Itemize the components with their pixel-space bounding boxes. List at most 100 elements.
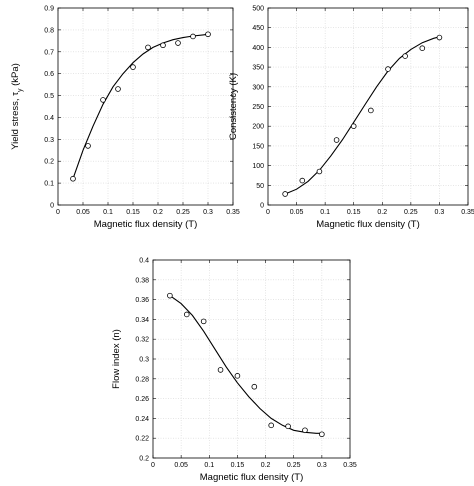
x-tick-label: 0.25	[404, 209, 418, 216]
data-point	[200, 318, 207, 325]
y-tick-label: 0.9	[44, 6, 54, 13]
y-tick-label: 0.7	[44, 49, 54, 56]
y-tick-label: 0.3	[44, 137, 54, 144]
x-tick-label: 0.1	[204, 462, 214, 469]
data-point	[175, 40, 181, 46]
data-point	[419, 45, 426, 51]
y-tick-label: 350	[252, 65, 264, 72]
x-tick-label: 0.05	[174, 462, 188, 469]
y-axis-label: Consistency (K)	[228, 73, 239, 140]
data-point	[385, 66, 391, 72]
x-tick-label: 0.25	[176, 209, 190, 216]
y-tick-label: 0.4	[139, 258, 149, 265]
x-tick-label: 0.3	[203, 209, 213, 216]
y-tick-label: 0	[260, 203, 264, 210]
x-tick-label: 0.2	[153, 209, 163, 216]
chart-consistency: 0 0.05 0.1 0.15 0.2 0.25 0.3 0.35 0 50 100 150 200 25…	[228, 6, 474, 231]
fit-curve	[72, 33, 209, 179]
x-tick-label: 0.35	[343, 462, 357, 469]
chart-yield-stress: 0 0.05 0.1 0.15 0.2 0.25 0.3 0.35 0 0.1 0.2 0.3 0.4 0…	[10, 6, 240, 231]
x-tick-label: 0.3	[317, 462, 327, 469]
chart-flow-index: 0 0.05 0.1 0.15 0.2 0.25 0.3 0.35 0.2 0.22 0.24 0.2…	[111, 258, 357, 484]
data-point	[436, 34, 443, 41]
y-tick-label: 0.2	[44, 159, 54, 166]
x-tick-label: 0.2	[377, 209, 387, 216]
data-point	[145, 44, 151, 51]
x-tick-label: 0.15	[231, 462, 245, 469]
data-point	[183, 311, 190, 318]
y-tick-label: 200	[252, 124, 264, 131]
x-axis-label: Magnetic flux density (T)	[200, 472, 303, 483]
data-point	[285, 423, 291, 430]
data-point	[350, 123, 357, 129]
x-tick-label: 0.2	[261, 462, 271, 469]
data-point	[402, 53, 408, 59]
data-point	[316, 168, 323, 175]
plot-frame	[57, 7, 234, 206]
x-axis-label: Magnetic flux density (T)	[316, 219, 419, 230]
data-point	[333, 137, 340, 143]
y-tick-label: 0.2	[139, 456, 149, 463]
y-tick-label: 0.3	[139, 357, 149, 364]
y-tick-label: 0.6	[44, 71, 54, 78]
x-tick-label: 0.1	[320, 209, 330, 216]
data-point	[302, 427, 308, 434]
x-tick-label: 0.3	[435, 209, 445, 216]
data-point	[167, 292, 173, 299]
y-tick-label: 0.28	[135, 376, 149, 383]
y-tick-label: 0.1	[44, 181, 54, 188]
data-point	[70, 175, 76, 182]
data-point	[205, 31, 211, 38]
data-point	[217, 367, 224, 373]
data-point	[282, 191, 288, 197]
x-axis-label: Magnetic flux density (T)	[94, 219, 197, 230]
y-tick-label: 300	[252, 84, 264, 91]
y-tick-label: 0.36	[135, 297, 149, 304]
data-point	[160, 42, 166, 49]
y-tick-label: 0.5	[44, 93, 54, 100]
data-point	[319, 431, 325, 438]
x-tick-label: 0	[56, 209, 60, 216]
y-axis-label: Flow index (n)	[111, 329, 122, 389]
x-tick-label: 0.35	[226, 209, 240, 216]
y-tick-label: 400	[252, 45, 264, 52]
y-axis-label: Yield stress, τy (kPa)	[10, 63, 24, 150]
data-point	[268, 422, 275, 429]
x-tick-label: 0	[151, 462, 155, 469]
y-tick-label: 50	[256, 183, 264, 190]
y-tick-label: 0.32	[135, 337, 149, 344]
y-tick-label: 450	[252, 25, 264, 32]
x-tick-label: 0.05	[290, 209, 304, 216]
y-tick-label: 0.38	[135, 277, 149, 284]
y-tick-label: 0.24	[135, 416, 149, 423]
y-tick-label: 0.8	[44, 27, 54, 34]
x-tick-label: 0.35	[461, 209, 474, 216]
fit-curve	[169, 295, 322, 434]
data-point	[234, 373, 241, 379]
y-tick-label: 500	[252, 6, 264, 13]
x-tick-label: 0.15	[347, 209, 361, 216]
data-point	[368, 107, 374, 114]
y-tick-label: 150	[252, 143, 264, 150]
x-tick-label: 0.25	[287, 462, 301, 469]
data-point	[100, 97, 106, 103]
x-tick-label: 0.15	[126, 209, 140, 216]
data-point	[85, 143, 91, 149]
data-point	[299, 177, 306, 184]
y-tick-label: 0.34	[135, 317, 149, 324]
x-tick-label: 0	[266, 209, 270, 216]
y-tick-label: 0.22	[135, 436, 149, 443]
y-tick-label: 0.26	[135, 396, 149, 403]
data-point	[130, 64, 136, 70]
x-tick-label: 0.1	[103, 209, 113, 216]
data-point	[190, 33, 196, 40]
data-point	[115, 86, 121, 92]
x-tick-label: 0.05	[76, 209, 90, 216]
data-point	[251, 383, 258, 390]
y-tick-label: 0	[50, 203, 54, 210]
y-tick-label: 100	[252, 163, 264, 170]
fit-curve	[284, 36, 440, 195]
y-tick-label: 0.4	[44, 115, 54, 122]
y-tick-label: 250	[252, 104, 264, 111]
